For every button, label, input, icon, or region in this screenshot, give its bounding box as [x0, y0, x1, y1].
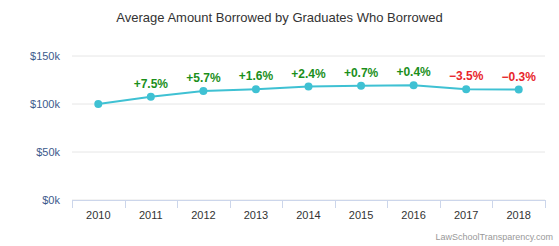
point [252, 85, 260, 93]
x-tick [177, 200, 178, 208]
x-tick [492, 200, 493, 208]
y-tick-label: $50k [36, 146, 60, 158]
title: Average Amount Borrowed by Graduates Who… [116, 10, 442, 25]
point [147, 93, 155, 101]
change-label: +1.6% [239, 69, 274, 83]
point [357, 82, 365, 90]
point [305, 83, 313, 91]
x-axis [72, 200, 545, 201]
grid-line [72, 104, 545, 105]
x-tick [440, 200, 441, 208]
point [410, 81, 418, 89]
change-label: −3.5% [449, 69, 484, 83]
x-tick [545, 200, 546, 208]
x-tick [72, 200, 73, 208]
x-tick [387, 200, 388, 208]
y-tick-label: $150k [30, 50, 60, 62]
grid-line [72, 152, 545, 153]
x-tick-label: 2016 [401, 209, 425, 221]
point [94, 100, 102, 108]
x-tick-label: 2014 [296, 209, 320, 221]
chart-container: Average Amount Borrowed by Graduates Who… [0, 0, 559, 246]
point [462, 85, 470, 93]
change-label: +2.4% [291, 67, 326, 81]
credit: LawSchoolTransparency.com [435, 232, 553, 242]
x-tick [282, 200, 283, 208]
point [515, 86, 523, 94]
change-label: −0.3% [502, 70, 537, 84]
grid-line [72, 200, 545, 201]
x-tick [125, 200, 126, 208]
grid-line [72, 56, 545, 57]
x-tick-label: 2012 [191, 209, 215, 221]
x-tick [230, 200, 231, 208]
point [199, 87, 207, 95]
change-label: +5.7% [186, 71, 221, 85]
y-tick-label: $0k [42, 194, 60, 206]
change-label: +7.5% [134, 77, 169, 91]
x-tick-label: 2015 [349, 209, 373, 221]
x-tick-label: 2010 [86, 209, 110, 221]
chart-svg: Average Amount Borrowed by Graduates Who… [0, 0, 559, 246]
x-tick-label: 2013 [244, 209, 268, 221]
x-tick-label: 2011 [139, 209, 163, 221]
x-tick [335, 200, 336, 208]
x-tick-label: 2018 [506, 209, 530, 221]
y-tick-label: $100k [30, 98, 60, 110]
change-label: +0.4% [396, 65, 431, 79]
x-tick-label: 2017 [454, 209, 478, 221]
change-label: +0.7% [344, 66, 379, 80]
